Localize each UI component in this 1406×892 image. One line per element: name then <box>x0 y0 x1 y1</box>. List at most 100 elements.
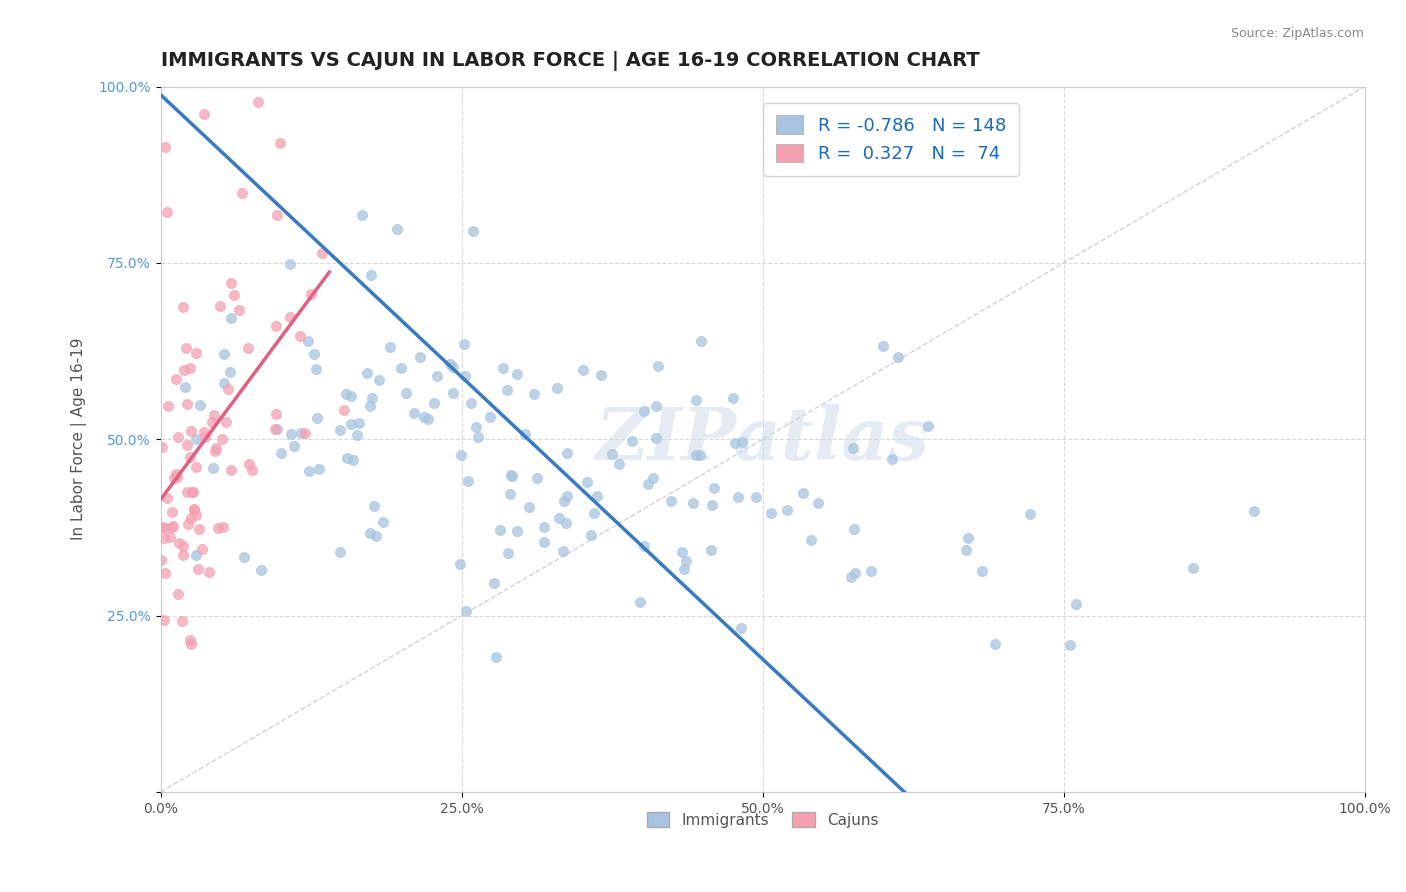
Point <box>385 222 408 236</box>
Point <box>162 519 184 533</box>
Point <box>730 621 752 635</box>
Point <box>513 426 536 441</box>
Point <box>211 432 233 446</box>
Point <box>179 450 201 464</box>
Point <box>159 530 181 544</box>
Point <box>238 341 260 355</box>
Point <box>1018 507 1040 521</box>
Point <box>193 106 215 120</box>
Point <box>270 446 292 460</box>
Point <box>152 520 174 534</box>
Point <box>173 362 195 376</box>
Point <box>586 489 609 503</box>
Point <box>240 463 263 477</box>
Point <box>209 299 232 313</box>
Point <box>576 475 599 489</box>
Point <box>340 389 363 403</box>
Point <box>290 426 312 441</box>
Point <box>305 410 328 425</box>
Point <box>204 443 226 458</box>
Point <box>553 544 575 558</box>
Point <box>298 464 321 478</box>
Point <box>872 338 894 352</box>
Point <box>453 336 475 351</box>
Point <box>844 522 866 536</box>
Point <box>408 350 430 364</box>
Point <box>461 224 484 238</box>
Point <box>153 521 176 535</box>
Point <box>183 503 205 517</box>
Point <box>689 448 711 462</box>
Point <box>443 386 465 401</box>
Point <box>176 342 198 356</box>
Point <box>219 311 242 326</box>
Point <box>641 470 664 484</box>
Point <box>231 186 253 201</box>
Point <box>499 487 522 501</box>
Point <box>187 562 209 576</box>
Point <box>724 436 747 450</box>
Point <box>378 339 401 353</box>
Point <box>149 553 172 567</box>
Point <box>264 407 287 421</box>
Point <box>526 471 548 485</box>
Point <box>727 490 749 504</box>
Point <box>523 387 546 401</box>
Point <box>190 542 212 557</box>
Point <box>165 372 187 386</box>
Point <box>336 450 359 465</box>
Point <box>589 368 612 382</box>
Point <box>188 398 211 412</box>
Point <box>449 557 471 571</box>
Point <box>983 637 1005 651</box>
Point <box>842 441 865 455</box>
Point <box>294 425 316 440</box>
Point <box>364 529 387 543</box>
Point <box>583 506 606 520</box>
Point <box>166 469 188 483</box>
Point <box>439 357 461 371</box>
Point <box>172 300 194 314</box>
Point <box>356 366 378 380</box>
Point <box>547 511 569 525</box>
Point <box>972 564 994 578</box>
Point <box>205 441 228 455</box>
Point <box>423 396 446 410</box>
Text: Source: ZipAtlas.com: Source: ZipAtlas.com <box>1230 27 1364 40</box>
Point <box>176 437 198 451</box>
Point <box>302 347 325 361</box>
Point <box>517 500 540 515</box>
Point <box>373 516 395 530</box>
Point <box>172 548 194 562</box>
Point <box>176 484 198 499</box>
Point <box>690 334 713 348</box>
Point <box>533 520 555 534</box>
Point <box>467 430 489 444</box>
Point <box>633 539 655 553</box>
Point <box>238 457 260 471</box>
Point <box>730 435 752 450</box>
Point <box>800 533 823 547</box>
Point <box>644 399 666 413</box>
Point <box>506 368 529 382</box>
Point <box>280 427 302 442</box>
Point <box>956 531 979 545</box>
Point <box>186 459 208 474</box>
Point <box>628 595 651 609</box>
Point <box>360 268 382 282</box>
Point <box>198 565 221 579</box>
Point <box>186 508 208 522</box>
Point <box>360 391 382 405</box>
Point <box>416 412 439 426</box>
Point <box>266 423 288 437</box>
Point <box>162 518 184 533</box>
Point <box>162 471 184 485</box>
Point <box>675 553 697 567</box>
Point <box>174 380 197 394</box>
Point <box>150 440 173 454</box>
Point <box>460 396 482 410</box>
Point <box>266 208 288 222</box>
Point <box>202 460 225 475</box>
Point <box>607 457 630 471</box>
Point <box>202 408 225 422</box>
